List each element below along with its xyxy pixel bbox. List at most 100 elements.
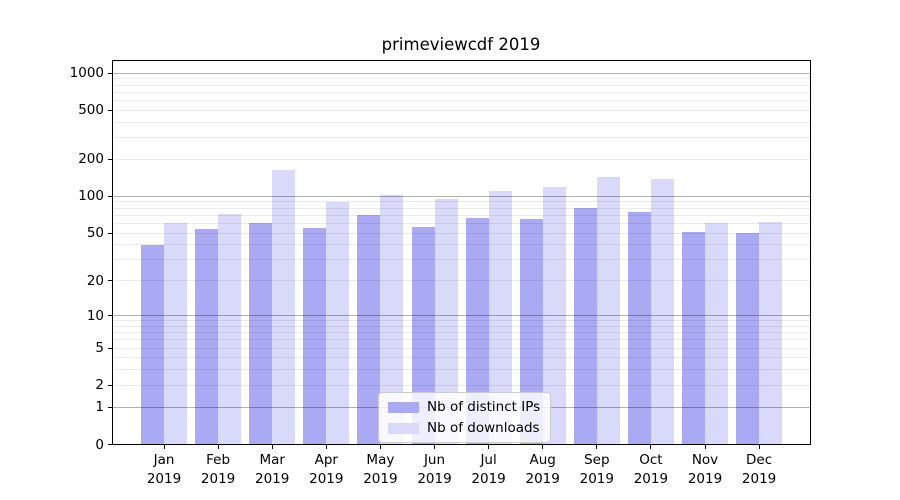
grid-minor — [112, 222, 811, 224]
legend-item-distinct-ips: Nb of distinct IPs — [388, 399, 540, 415]
y-tick-mark — [108, 158, 112, 160]
legend-label-downloads: Nb of downloads — [427, 420, 540, 436]
bar-distinct-ips-sep — [573, 207, 597, 445]
grid-minor — [112, 91, 811, 93]
x-tick-label: Mar 2019 — [240, 451, 304, 489]
x-tick-label-year: 2019 — [309, 470, 344, 487]
x-tick-label: Jul 2019 — [457, 451, 521, 489]
bar-downloads-nov — [705, 222, 728, 445]
y-tick-label: 5 — [95, 340, 104, 357]
y-tick-mark — [108, 315, 112, 317]
grid-minor — [112, 201, 811, 203]
y-tick-label: 100 — [78, 188, 104, 205]
grid-minor — [112, 99, 811, 101]
y-tick-label: 10 — [86, 307, 104, 324]
grid-minor — [112, 339, 811, 341]
x-tick-label: Nov 2019 — [673, 451, 737, 489]
bar-downloads-sep — [596, 177, 620, 445]
grid-major — [112, 195, 811, 197]
bar-downloads-apr — [326, 201, 350, 445]
x-tick-label-year: 2019 — [525, 470, 560, 487]
y-tick-mark — [108, 444, 112, 445]
x-tick-label: Sep 2019 — [565, 451, 629, 489]
legend-label-distinct-ips: Nb of distinct IPs — [427, 399, 541, 415]
y-tick-label: 200 — [78, 151, 104, 168]
y-tick-mark — [108, 384, 112, 386]
bar-downloads-oct — [650, 179, 674, 445]
y-tick-label: 20 — [86, 272, 104, 289]
bar-downloads-aug — [542, 186, 566, 445]
y-tick-mark — [108, 406, 112, 408]
grid-minor — [112, 137, 811, 139]
grid-minor — [112, 347, 811, 349]
x-tick-label: Jun 2019 — [403, 451, 467, 489]
bar-distinct-ips-apr — [303, 228, 327, 445]
x-tick-label-year: 2019 — [200, 470, 236, 487]
x-tick-mark — [488, 445, 490, 449]
grid-minor — [112, 84, 811, 86]
bar-distinct-ips-dec — [736, 233, 760, 445]
x-tick-label: Apr 2019 — [294, 451, 358, 489]
grid-major — [112, 315, 811, 317]
y-tick-label: 1000 — [69, 65, 104, 82]
x-tick-mark — [434, 445, 435, 449]
x-tick-label: Aug 2019 — [511, 451, 575, 489]
y-tick-label: 0 — [95, 436, 104, 453]
x-tick-label: Dec 2019 — [727, 451, 791, 489]
bar-distinct-ips-jul — [465, 217, 489, 445]
y-tick-mark — [108, 232, 112, 234]
x-tick-label-year: 2019 — [579, 470, 614, 487]
y-tick-label: 1 — [95, 399, 104, 416]
legend-swatch-distinct-ips — [388, 401, 419, 413]
bar-distinct-ips-nov — [682, 232, 705, 445]
grid-minor — [112, 244, 811, 246]
y-tick-label: 500 — [78, 102, 104, 119]
x-tick-mark — [758, 445, 760, 449]
x-tick-label-year: 2019 — [471, 470, 506, 487]
x-tick-label: Feb 2019 — [186, 451, 250, 489]
y-tick-mark — [108, 280, 112, 282]
x-tick-label: Oct 2019 — [619, 451, 683, 489]
x-tick-mark — [325, 445, 327, 449]
grid-minor — [112, 158, 811, 160]
bar-distinct-ips-may — [357, 214, 381, 445]
grid-minor — [112, 325, 811, 327]
bar-distinct-ips-jun — [411, 227, 435, 445]
bar-downloads-may — [380, 195, 404, 445]
grid-minor — [112, 78, 811, 80]
legend-swatch-downloads — [388, 422, 419, 434]
y-tick-mark — [108, 109, 112, 111]
y-tick-mark — [108, 347, 112, 349]
chart-title: primeviewcdf 2019 — [381, 35, 541, 54]
grid-minor — [112, 121, 811, 123]
grid-minor — [112, 259, 811, 261]
grid-minor — [112, 357, 811, 359]
bar-distinct-ips-aug — [519, 219, 543, 445]
x-tick-mark — [704, 445, 706, 449]
grid-minor — [112, 109, 811, 111]
grid-minor — [112, 214, 811, 216]
grid-minor — [112, 320, 811, 322]
bar-downloads-jul — [488, 190, 512, 445]
bar-distinct-ips-feb — [195, 229, 219, 445]
bar-distinct-ips-oct — [627, 211, 651, 445]
x-tick-mark — [650, 445, 652, 449]
y-tick-mark — [108, 195, 112, 197]
x-tick-label-year: 2019 — [146, 470, 182, 487]
grid-minor — [112, 280, 811, 282]
x-tick-mark — [271, 445, 273, 449]
grid-minor — [112, 232, 811, 234]
x-tick-label-year: 2019 — [363, 470, 398, 487]
bar-downloads-dec — [759, 221, 783, 445]
bar-downloads-jan — [164, 223, 187, 445]
x-tick-mark — [596, 445, 598, 449]
grid-minor — [112, 332, 811, 334]
bar-downloads-feb — [218, 213, 242, 445]
x-tick-label-year: 2019 — [417, 470, 452, 487]
x-tick-label-year: 2019 — [633, 470, 669, 487]
bar-distinct-ips-mar — [249, 222, 273, 445]
x-tick-mark — [542, 445, 544, 449]
x-tick-mark — [217, 445, 219, 449]
y-tick-label: 2 — [95, 377, 104, 394]
